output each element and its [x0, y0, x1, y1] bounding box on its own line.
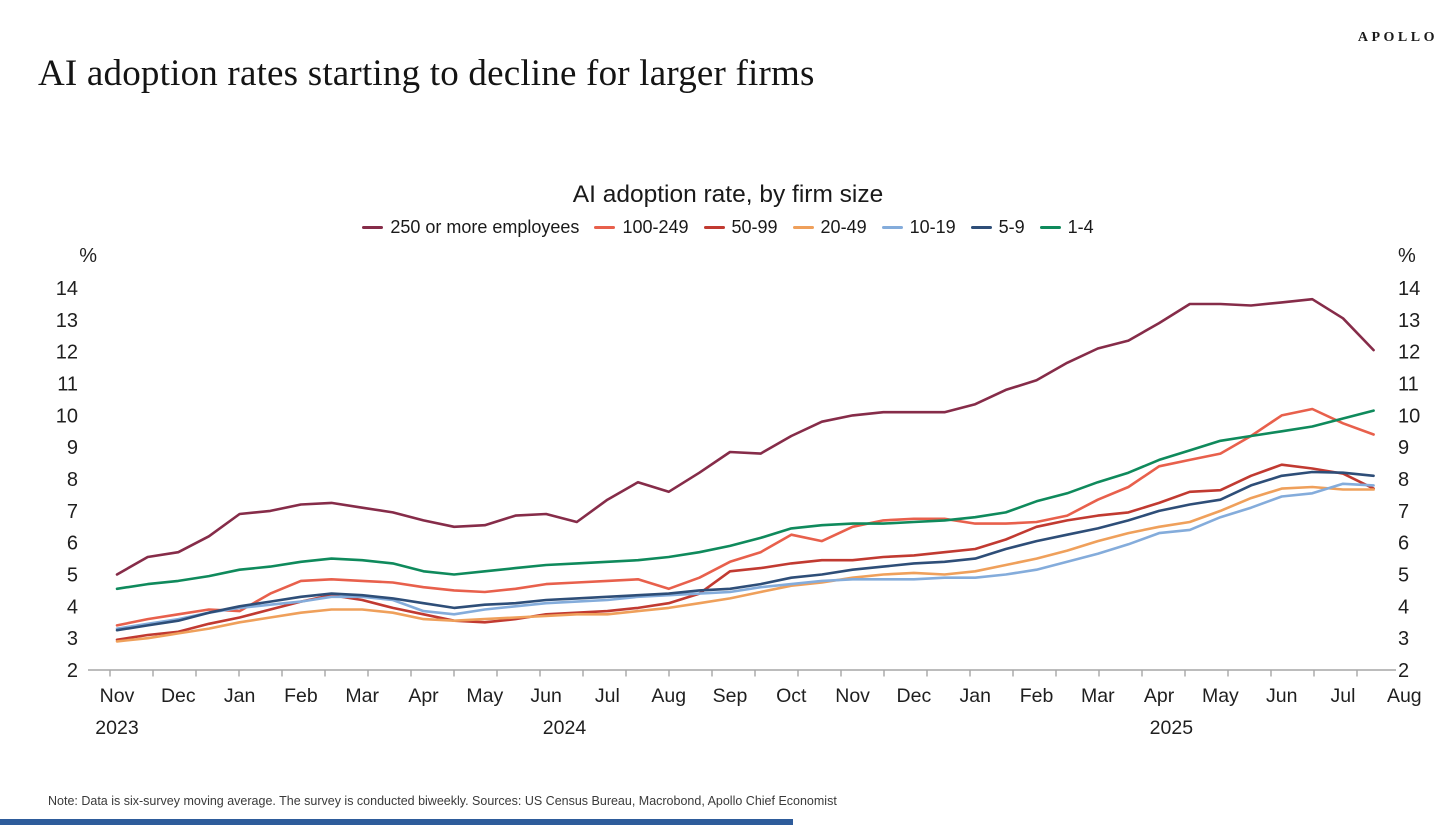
y-axis-label-right: 14 [1398, 278, 1420, 300]
y-axis-label-right: 7 [1398, 501, 1409, 523]
x-axis-month-label: Nov [100, 685, 135, 707]
y-axis-unit-left: % [79, 245, 97, 267]
page-title: AI adoption rates starting to decline fo… [38, 53, 815, 94]
legend-swatch-icon [362, 225, 384, 230]
x-axis-month-label: Dec [897, 685, 932, 707]
x-axis-month-label: Mar [1081, 685, 1115, 707]
legend-label: 20-49 [820, 217, 867, 237]
y-axis-label-left: 8 [67, 469, 78, 491]
series-line-20-49 [115, 485, 1375, 643]
x-axis-month-label: Oct [776, 685, 807, 707]
x-axis-month-label: Nov [835, 685, 870, 707]
x-axis-month-label: May [466, 685, 503, 707]
legend-item: 100-249 [594, 217, 689, 238]
y-axis-label-right: 3 [1398, 628, 1409, 650]
y-axis-label-left: 12 [56, 342, 78, 364]
y-axis-unit-right: % [1398, 245, 1416, 267]
y-axis-label-left: 13 [56, 310, 78, 332]
series-line-10-19 [115, 482, 1375, 630]
legend-swatch-icon [1039, 225, 1061, 230]
y-axis-label-right: 2 [1398, 660, 1409, 682]
y-axis-label-right: 5 [1398, 565, 1409, 587]
y-axis-label-left: 9 [67, 437, 78, 459]
series-line-1-4 [115, 409, 1375, 591]
series-line-50-99 [115, 463, 1375, 642]
x-axis-month-label: Apr [408, 685, 439, 707]
legend-swatch-icon [970, 225, 992, 230]
legend-label: 1-4 [1067, 217, 1094, 237]
y-axis-label-right: 6 [1398, 533, 1409, 555]
x-axis-month-label: Jun [1266, 685, 1297, 707]
x-axis-month-label: Aug [651, 685, 686, 707]
legend-swatch-icon [792, 225, 814, 230]
series-line-5-9 [115, 470, 1375, 632]
chart-title: AI adoption rate, by firm size [572, 181, 884, 208]
y-axis-label-right: 10 [1398, 405, 1420, 427]
chart-legend: 250 or more employees 100-249 50-99 20-49 10… [0, 217, 1456, 238]
x-axis-month-label: Feb [1020, 685, 1054, 707]
y-axis-label-left: 11 [57, 374, 78, 396]
y-axis-label-left: 5 [67, 565, 78, 587]
x-axis-month-label: Jul [1331, 685, 1356, 707]
legend-swatch-icon [881, 225, 903, 230]
series-line-100-249 [115, 407, 1375, 627]
x-axis-month-label: Mar [345, 685, 379, 707]
legend-item: 20-49 [792, 217, 867, 238]
series-line-250-or-more-employees [115, 297, 1375, 576]
x-axis-month-label: Jul [595, 685, 620, 707]
apollo-logo: APOLLO [1357, 30, 1438, 45]
legend-label: 250 or more employees [390, 217, 580, 237]
y-axis-label-right: 9 [1398, 437, 1409, 459]
y-axis-label-left: 7 [67, 501, 78, 523]
y-axis-label-right: 11 [1398, 374, 1419, 396]
x-axis-year-label: 2024 [543, 717, 587, 739]
x-axis-month-label: Feb [284, 685, 318, 707]
y-axis-label-right: 12 [1398, 342, 1420, 364]
legend-label: 10-19 [909, 217, 956, 237]
legend-swatch-icon [703, 225, 725, 230]
y-axis-label-right: 13 [1398, 310, 1420, 332]
x-axis-month-label: Dec [161, 685, 196, 707]
x-axis-month-label: Jan [959, 685, 990, 707]
y-axis-label-left: 4 [67, 596, 78, 618]
legend-label: 5-9 [998, 217, 1025, 237]
line-chart: % % 2 2 3 3 4 4 5 5 6 6 7 7 8 8 9 9 10 10 11 11 12 12 13 13 14 14 No… [56, 245, 1422, 739]
y-axis-label-left: 3 [67, 628, 78, 650]
y-axis-label-left: 6 [67, 533, 78, 555]
legend-swatch-icon [594, 225, 616, 230]
x-axis-month-label: Apr [1144, 685, 1175, 707]
y-axis-label-left: 14 [56, 278, 78, 300]
y-axis-label-left: 2 [67, 660, 78, 682]
x-axis-month-label: Jan [224, 685, 255, 707]
legend-item: 250 or more employees [362, 217, 579, 238]
legend-item: 10-19 [881, 217, 956, 238]
footer-accent-bar [0, 819, 793, 825]
x-axis-month-label: Sep [713, 685, 748, 707]
x-axis-month-label: Aug [1387, 685, 1422, 707]
legend-item: 5-9 [970, 217, 1025, 238]
footnote: Note: Data is six-survey moving average.… [48, 794, 837, 808]
x-axis-year-label: 2023 [95, 717, 138, 739]
legend-label: 100-249 [622, 217, 689, 237]
x-axis-month-label: May [1202, 685, 1239, 707]
y-axis-label-left: 10 [56, 405, 78, 427]
legend-label: 50-99 [731, 217, 778, 237]
legend-item: 50-99 [703, 217, 778, 238]
x-axis-month-label: Jun [530, 685, 561, 707]
y-axis-label-right: 4 [1398, 596, 1409, 618]
legend-item: 1-4 [1039, 217, 1094, 238]
y-axis-label-right: 8 [1398, 469, 1409, 491]
x-axis-year-label: 2025 [1150, 717, 1194, 739]
